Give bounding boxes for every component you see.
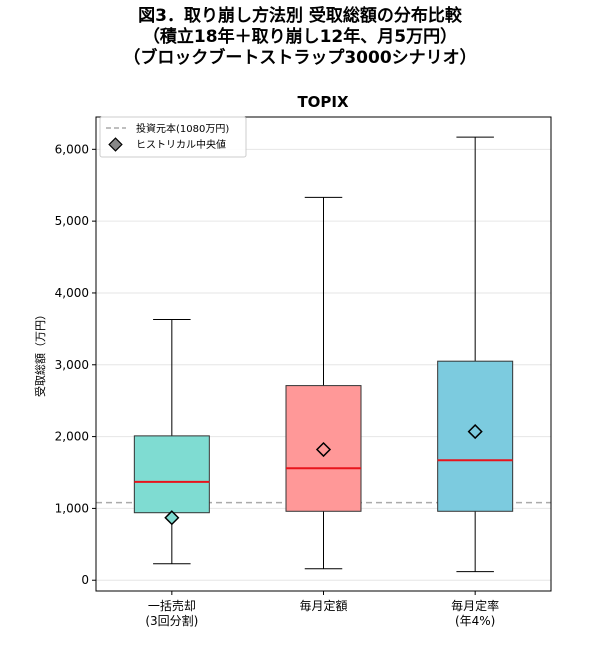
box-group — [437, 136, 514, 573]
legend-marker-label: ヒストリカル中央値 — [136, 138, 226, 151]
historical-median-marker — [467, 424, 483, 440]
y-tick-label: 3,000 — [55, 358, 89, 372]
y-tick-label: 0 — [81, 573, 89, 587]
axes-layer: 0 1,000 2,000 3,000 4,000 5,000 6,000 一括売却(3回分割… — [55, 116, 552, 628]
y-tick-label: 4,000 — [55, 286, 89, 300]
figure-title-line2: （積立18年＋取り崩し12年、月5万円） — [142, 27, 458, 47]
boxes-layer — [133, 136, 514, 573]
y-tick-label: 2,000 — [55, 430, 89, 444]
historical-median-marker — [315, 441, 332, 458]
figure-title-line3: （ブロックブートストラップ3000シナリオ） — [123, 48, 477, 68]
box-group — [133, 319, 210, 565]
figure-title: 図3．取り崩し方法別 受取総額の分布比較 （積立18年＋取り崩し12年、月5万円… — [0, 6, 600, 69]
legend-reference-label: 投資元本(1080万円) — [136, 122, 229, 135]
figure-title-line1: 図3．取り崩し方法別 受取総額の分布比較 — [138, 6, 462, 26]
x-tick-label: 一括売却 — [148, 598, 196, 613]
x-tick-label: 毎月定額 — [299, 598, 347, 613]
legend-marker-swatch — [108, 137, 123, 152]
legend-frame — [99, 116, 247, 158]
box-group — [285, 196, 362, 570]
legend: 投資元本(1080万円) ヒストリカル中央値 — [99, 116, 247, 158]
y-tick-label: 1,000 — [55, 501, 89, 515]
y-tick-label: 5,000 — [55, 214, 89, 228]
chart-title: TOPIX — [297, 93, 349, 111]
x-tick-sublabel: (年4%) — [455, 614, 495, 628]
x-tick-label: 毎月定率 — [451, 598, 499, 613]
y-tick-label: 6,000 — [55, 142, 89, 156]
y-axis-label: 受取総額（万円） — [33, 309, 47, 397]
historical-median-marker — [164, 510, 180, 526]
x-tick-sublabel: (3回分割) — [145, 613, 198, 628]
iqr-box — [133, 435, 210, 514]
